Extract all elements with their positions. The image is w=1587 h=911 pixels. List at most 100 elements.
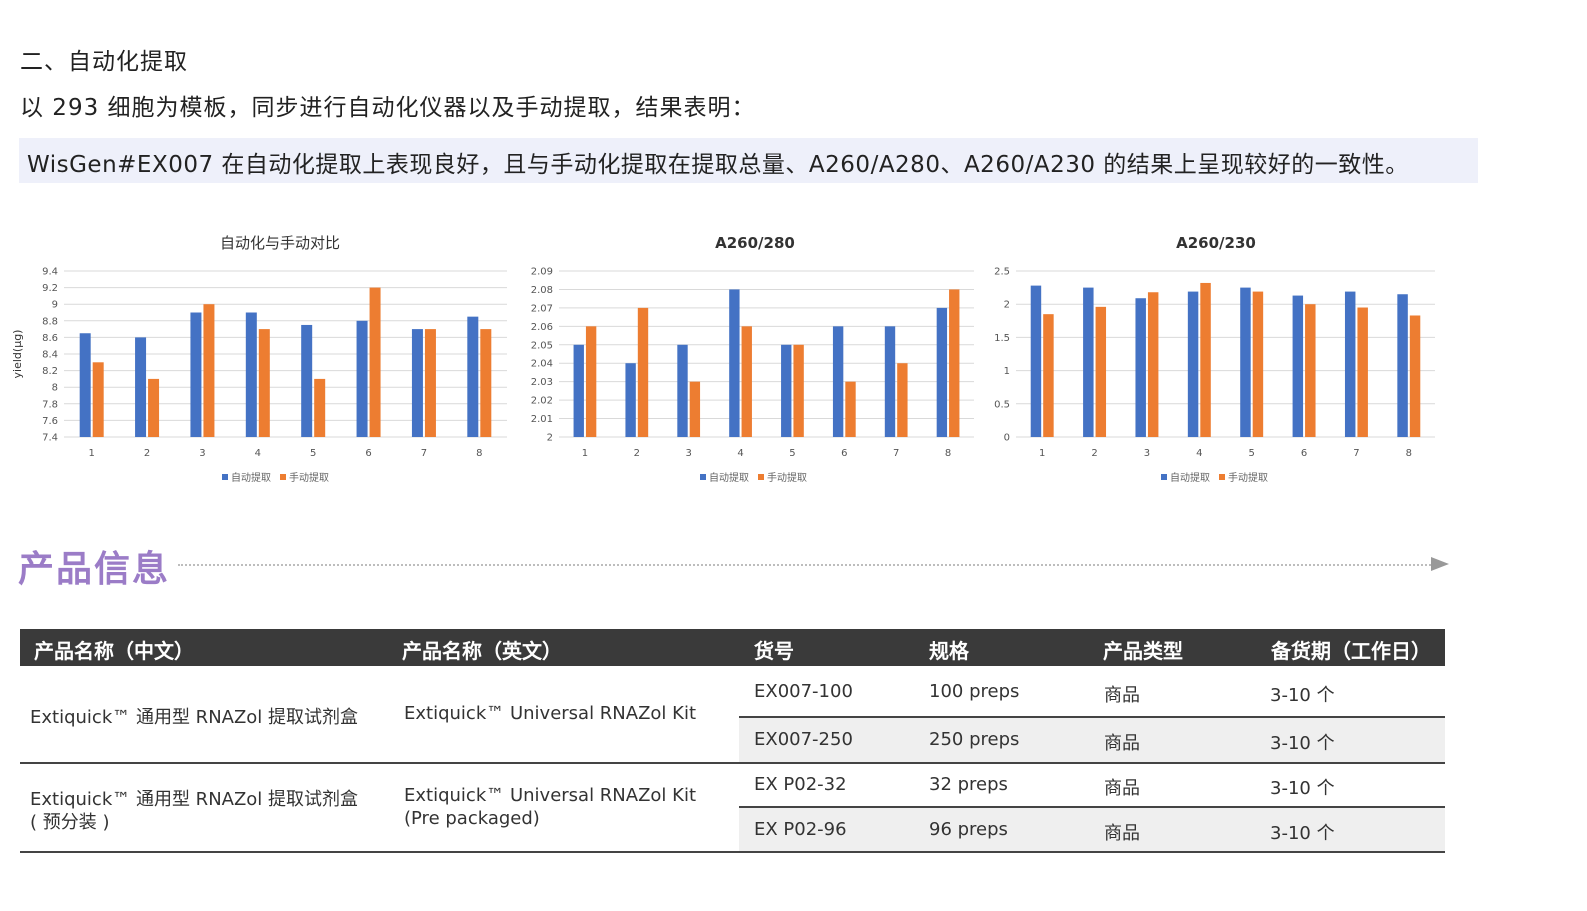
x-tick-label: 5 — [310, 448, 316, 459]
bar-auto — [245, 312, 257, 437]
y-tick-label: 1 — [1004, 366, 1010, 377]
chart-a260-230: A260/230 0 0.5 1 1.5 2 2.5 1 2 3 4 5 6 7 8 自动提取 手动提取 — [994, 234, 1435, 484]
table-row-sku: EX P02-96 — [754, 819, 847, 840]
chart-yield-comparison: 自动化与手动对比 7.4 7.6 7.8 8 8.2 8.4 8.6 8.8 9 9.2 9.4 yie… — [11, 234, 507, 484]
header-name-cn: 产品名称（中文） — [34, 639, 194, 663]
bar-manual — [1252, 291, 1264, 437]
chart-a260-280: A260/280 2 2.01 2.02 2.03 2.04 2.05 2.06 2.07 2.0… — [531, 234, 974, 484]
legend-swatch — [1219, 474, 1225, 480]
table-row-spec: 250 preps — [929, 729, 1020, 750]
bar-auto — [1187, 291, 1199, 437]
bar-manual — [1147, 292, 1159, 437]
bar-manual — [1095, 306, 1107, 437]
legend-swatch — [1161, 474, 1167, 480]
bar-auto — [832, 326, 844, 437]
y-tick-label: 2 — [1004, 300, 1010, 311]
bar-manual — [949, 289, 960, 437]
highlight-box: WisGen#EX007 在自动化提取上表现良好，且与手动化提取在提取总量、A2… — [19, 138, 1478, 183]
table-row-type: 商品 — [1104, 733, 1140, 754]
x-tick-label: 6 — [1301, 448, 1307, 459]
table-row-type: 商品 — [1104, 778, 1140, 799]
y-tick-label: 9.4 — [42, 267, 58, 278]
table-header: 产品名称（中文） 产品名称（英文） 货号 规格 产品类型 备货期（工作日） — [20, 629, 1445, 666]
table-row-type: 商品 — [1104, 823, 1140, 844]
bar-manual — [845, 381, 856, 437]
row-shade — [739, 807, 1445, 852]
bar-manual — [741, 326, 752, 437]
bar-manual — [480, 329, 492, 437]
x-tick-label: 2 — [1091, 448, 1097, 459]
group-divider — [20, 762, 1445, 764]
bar-manual — [637, 307, 649, 437]
bar-auto — [1397, 294, 1408, 437]
product-info-title: 产品信息 — [18, 549, 171, 590]
bar-auto — [1240, 287, 1251, 437]
y-tick-label: 1.5 — [994, 333, 1010, 344]
legend-label: 自动提取 — [1170, 471, 1210, 484]
bar-manual — [793, 344, 804, 437]
table-row-lead: 3-10 个 — [1270, 778, 1335, 799]
y-tick-label: 7.6 — [42, 416, 58, 427]
y-tick-label: 2.5 — [994, 267, 1010, 278]
y-tick-label: 8 — [52, 383, 58, 394]
y-tick-label: 2 — [547, 433, 553, 444]
bar-auto — [135, 337, 147, 437]
bar-auto — [936, 307, 948, 437]
bar-manual — [258, 329, 270, 437]
x-tick-label: 2 — [634, 448, 640, 459]
x-tick-label: 5 — [789, 448, 795, 459]
table-row-spec: 32 preps — [929, 774, 1008, 795]
x-tick-label: 5 — [1249, 448, 1255, 459]
bar-auto — [79, 333, 91, 437]
bar-auto — [781, 344, 792, 437]
row-divider — [739, 716, 1445, 718]
chart-title: A260/230 — [1176, 234, 1256, 252]
legend-label: 自动提取 — [709, 471, 749, 484]
bar-auto — [1083, 287, 1094, 437]
group1-name-cn: Extiquick™ 通用型 RNAZol 提取试剂盒 — [30, 707, 359, 728]
x-tick-label: 8 — [476, 448, 482, 459]
bar-manual — [1409, 315, 1421, 437]
section-heading: 二、自动化提取 — [20, 49, 188, 75]
x-tick-label: 2 — [144, 448, 150, 459]
x-tick-label: 3 — [1144, 448, 1150, 459]
bar-auto — [1292, 295, 1304, 437]
x-tick-label: 7 — [421, 448, 427, 459]
bar-manual — [897, 363, 908, 437]
header-sku: 货号 — [754, 639, 794, 663]
intro-text: 以 293 细胞为模板，同步进行自动化仪器以及手动提取，结果表明： — [20, 95, 756, 121]
x-tick-label: 1 — [582, 448, 588, 459]
header-spec: 规格 — [929, 639, 969, 663]
bar-auto — [1344, 291, 1356, 437]
y-tick-label: 8.4 — [42, 350, 58, 361]
bar-manual — [689, 381, 701, 437]
bar-auto — [1135, 298, 1146, 437]
bar-auto — [356, 320, 368, 437]
x-tick-label: 4 — [255, 448, 261, 459]
y-tick-label: 8.6 — [42, 333, 58, 344]
bar-auto — [467, 316, 479, 437]
legend-swatch — [222, 474, 228, 480]
table-row-sku: EX007-100 — [754, 681, 853, 702]
group2-name-en: Extiquick™ Universal RNAZol Kit — [404, 785, 697, 806]
group1-name-en: Extiquick™ Universal RNAZol Kit — [404, 703, 697, 724]
bar-manual — [1305, 304, 1316, 437]
y-tick-label: 2.07 — [531, 303, 553, 314]
legend-label: 手动提取 — [767, 471, 807, 484]
bar-auto — [573, 344, 584, 437]
table-row-sku: EX P02-32 — [754, 774, 847, 795]
x-tick-label: 6 — [841, 448, 847, 459]
x-tick-label: 3 — [199, 448, 205, 459]
dotted-divider — [178, 564, 1434, 566]
header-lead-time: 备货期（工作日） — [1271, 639, 1431, 663]
x-tick-label: 4 — [737, 448, 743, 459]
row-shade-white — [739, 762, 1445, 807]
bar-auto — [884, 326, 896, 437]
x-tick-label: 1 — [1039, 448, 1045, 459]
y-tick-label: 2.01 — [531, 414, 553, 425]
arrow-right-icon — [1431, 557, 1449, 571]
bar-auto — [411, 329, 423, 437]
bar-auto — [677, 344, 688, 437]
legend-swatch — [280, 474, 286, 480]
table-row-type: 商品 — [1104, 685, 1140, 706]
